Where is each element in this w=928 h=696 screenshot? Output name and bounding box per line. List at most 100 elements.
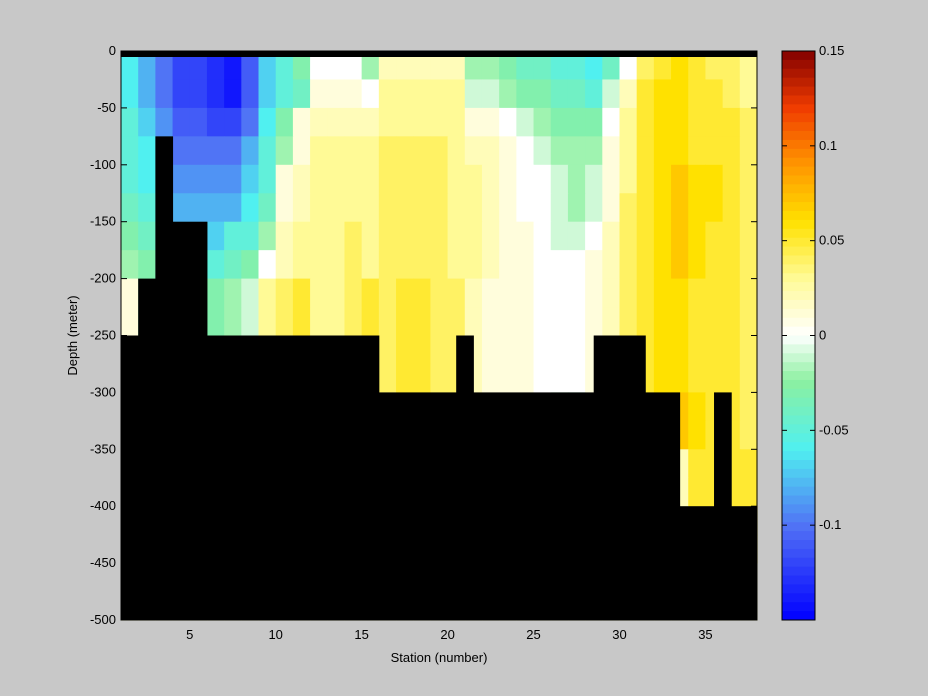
heatmap-cell <box>258 79 277 109</box>
heatmap-cell <box>224 193 242 223</box>
heatmap-cell <box>688 51 707 81</box>
heatmap-cell <box>327 164 346 194</box>
heatmap-cell <box>567 193 586 223</box>
heatmap-cell <box>430 79 449 109</box>
seafloor-block <box>206 335 380 620</box>
colorbar-segment <box>782 344 815 354</box>
heatmap-cell <box>206 107 225 137</box>
colorbar-segment <box>782 566 815 577</box>
heatmap-cell <box>636 278 655 308</box>
colorbar-segment <box>782 584 815 594</box>
seafloor-block <box>138 278 156 620</box>
heatmap-cell <box>653 164 672 194</box>
heatmap-cell <box>275 278 294 308</box>
heatmap-cell <box>688 164 707 194</box>
heatmap-cell <box>241 278 260 308</box>
y-tick-label: -50 <box>97 100 116 115</box>
x-axis: 5 10 15 20 25 30 35 <box>186 51 713 642</box>
seafloor-block <box>645 392 681 620</box>
y-tick-label: 0 <box>109 43 116 58</box>
colorbar-segment <box>782 51 815 61</box>
heatmap-cell <box>688 420 707 450</box>
colorbar-segment <box>782 122 815 132</box>
heatmap-cell <box>567 107 586 137</box>
y-axis: 0 -50 -100 -150 -200 -250 -300 -350 -400 -450 -500 <box>90 43 757 627</box>
heatmap-cell <box>361 164 380 194</box>
heatmap-cell <box>275 193 294 223</box>
x-tick-label: 20 <box>440 627 454 642</box>
heatmap-cell <box>155 79 174 109</box>
colorbar-segment <box>782 326 815 336</box>
heatmap-cell <box>344 107 363 137</box>
heatmap-cell <box>327 193 346 223</box>
heatmap-cell <box>671 221 689 251</box>
heatmap-cell <box>292 278 311 308</box>
heatmap-cell <box>602 193 621 223</box>
heatmap-cell <box>602 51 621 81</box>
heatmap-cell <box>567 51 586 81</box>
heatmap-cell <box>206 51 225 81</box>
heatmap-cell <box>739 392 758 422</box>
seafloor-block <box>456 335 474 620</box>
heatmap-cell <box>447 250 466 280</box>
colorbar-segment <box>782 397 815 408</box>
heatmap-cell <box>636 79 655 109</box>
heatmap-cell <box>138 221 156 251</box>
colorbar-segment <box>782 139 815 150</box>
heatmap-cell <box>533 221 552 251</box>
heatmap-cell <box>206 136 225 166</box>
heatmap-cell <box>533 250 552 280</box>
heatmap-cell <box>533 107 552 137</box>
colorbar-segment <box>782 433 815 443</box>
heatmap-cell <box>602 164 621 194</box>
heatmap-cell <box>396 193 414 223</box>
heatmap-cell <box>516 164 535 194</box>
heatmap-cell <box>585 107 603 137</box>
heatmap-cell <box>241 136 260 166</box>
heatmap-cell <box>275 107 294 137</box>
heatmap-cell <box>705 307 724 337</box>
colorbar-segment <box>782 353 815 363</box>
heatmap-cell <box>636 250 655 280</box>
colorbar-segment <box>782 131 815 141</box>
colorbar-segment <box>782 593 815 603</box>
heatmap-cell <box>361 250 380 280</box>
heatmap-cell <box>619 193 638 223</box>
colorbar-tick-label: 0 <box>819 328 826 343</box>
heatmap-cell <box>413 278 432 308</box>
heatmap-cell <box>378 107 397 137</box>
heatmap-cell <box>206 79 225 109</box>
colorbar-segment <box>782 237 815 248</box>
colorbar-segment <box>782 539 815 550</box>
y-tick-label: -250 <box>90 328 116 343</box>
heatmap-cell <box>688 335 707 365</box>
y-tick-label: -100 <box>90 157 116 172</box>
heatmap-cell <box>739 335 758 365</box>
seafloor-block <box>172 221 208 620</box>
heatmap-cell <box>722 307 741 337</box>
colorbar-segment <box>782 415 815 425</box>
heatmap-cell <box>533 51 552 81</box>
heatmap-cell <box>705 136 724 166</box>
heatmap-cell <box>292 107 311 137</box>
heatmap-cell <box>344 79 363 109</box>
colorbar-tick-label: 0.1 <box>819 138 837 153</box>
heatmap-cell <box>138 79 156 109</box>
heatmap-cell <box>224 107 242 137</box>
colorbar-segment <box>782 273 815 283</box>
heatmap-cell <box>722 164 741 194</box>
heatmap-cell <box>739 278 758 308</box>
heatmap-cell <box>619 79 638 109</box>
colorbar-segment <box>782 113 815 123</box>
heatmap-cell <box>739 79 758 109</box>
heatmap-cell <box>688 449 707 479</box>
heatmap-cell <box>585 79 603 109</box>
heatmap-cell <box>688 477 707 507</box>
heatmap-cell <box>739 221 758 251</box>
colorbar-segment <box>782 308 815 319</box>
heatmap-cell <box>671 307 689 337</box>
heatmap-cell <box>258 164 277 194</box>
heatmap-cell <box>550 193 569 223</box>
heatmap-cell <box>447 307 466 337</box>
heatmap-cell <box>567 164 586 194</box>
